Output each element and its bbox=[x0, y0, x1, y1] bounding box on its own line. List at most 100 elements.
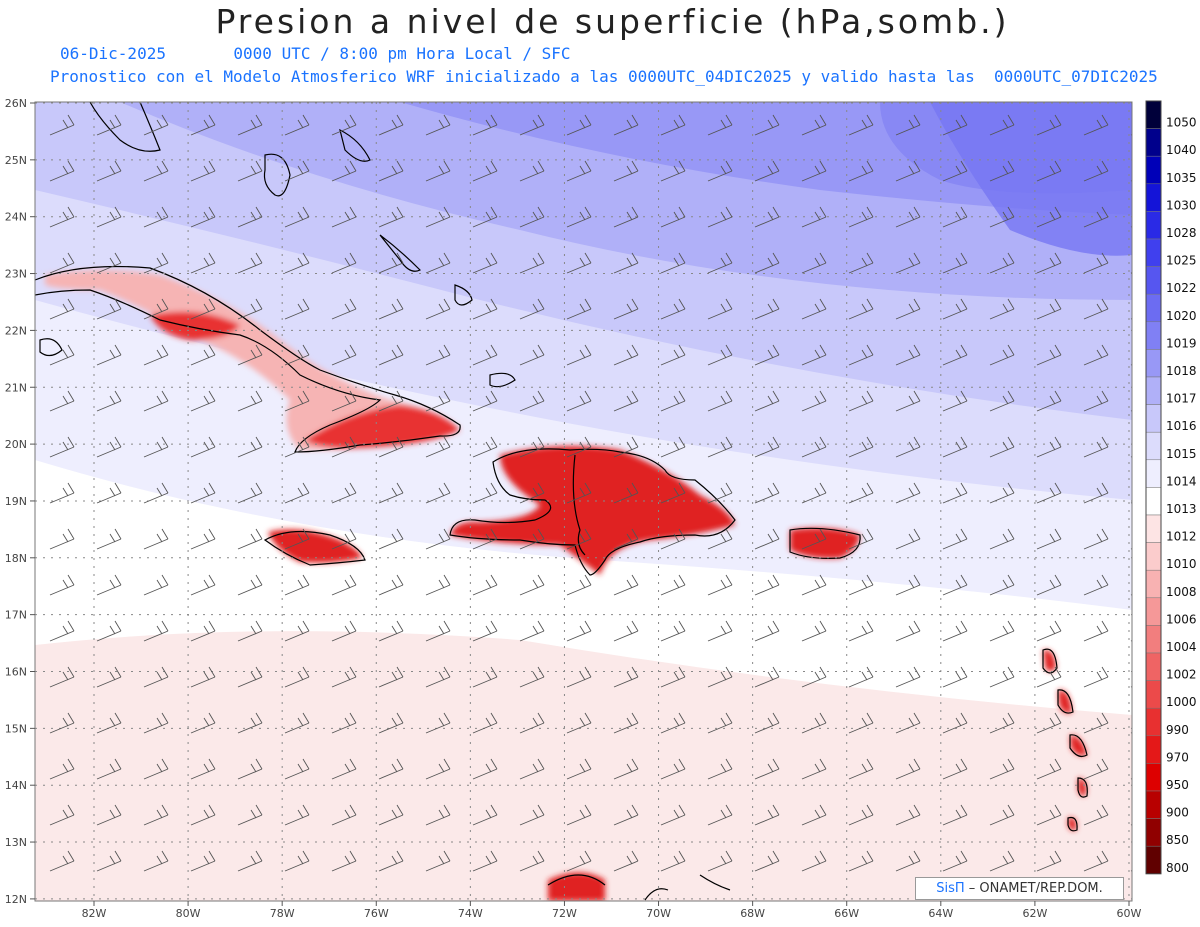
wind-barb bbox=[1036, 804, 1062, 826]
colorbar-label: 800 bbox=[1166, 861, 1189, 875]
wind-barb bbox=[613, 574, 639, 596]
wind-barb bbox=[660, 482, 686, 504]
wind-barb bbox=[143, 528, 169, 550]
wind-barb bbox=[895, 436, 921, 458]
wind-barb bbox=[190, 114, 216, 136]
wind-barb bbox=[143, 252, 169, 274]
wind-barb bbox=[613, 666, 639, 688]
wind-barb bbox=[378, 712, 404, 734]
wind-barb bbox=[1036, 758, 1062, 780]
wind-barb bbox=[613, 344, 639, 366]
wind-barb bbox=[49, 298, 75, 320]
wind-barb bbox=[472, 482, 498, 504]
wind-barb bbox=[942, 850, 968, 872]
wind-barb bbox=[96, 390, 122, 412]
y-tick-label: 20N bbox=[5, 438, 27, 451]
wind-barb bbox=[49, 712, 75, 734]
wind-barb bbox=[49, 482, 75, 504]
wind-barb bbox=[848, 344, 874, 366]
wind-barb bbox=[1083, 528, 1109, 550]
wind-barb bbox=[519, 620, 545, 642]
wind-barb bbox=[96, 666, 122, 688]
colorbar-label: 1010 bbox=[1166, 557, 1197, 571]
colorbar: 1050 1040 1035 1030 1028 1025 1022 1020 1019 1018… bbox=[1145, 100, 1197, 875]
wind-barb bbox=[96, 574, 122, 596]
wind-barb bbox=[660, 344, 686, 366]
colorbar-label: 1014 bbox=[1166, 474, 1197, 488]
wind-barb bbox=[660, 528, 686, 550]
colorbar-label: 1013 bbox=[1166, 502, 1197, 516]
wind-barb bbox=[989, 114, 1015, 136]
wind-barb bbox=[425, 206, 451, 228]
wind-barb bbox=[989, 804, 1015, 826]
wind-barb bbox=[425, 298, 451, 320]
wind-barb bbox=[472, 804, 498, 826]
wind-barb bbox=[566, 666, 592, 688]
colorbar-label: 1016 bbox=[1166, 419, 1197, 433]
wind-barb bbox=[284, 528, 310, 550]
wind-barb bbox=[1036, 436, 1062, 458]
wind-barb bbox=[472, 390, 498, 412]
colorbar-cell bbox=[1145, 514, 1162, 543]
wind-barb bbox=[1083, 298, 1109, 320]
wind-barb bbox=[143, 298, 169, 320]
wind-barb bbox=[754, 712, 780, 734]
wind-barb bbox=[848, 436, 874, 458]
wind-barb bbox=[1083, 206, 1109, 228]
wind-barb bbox=[942, 574, 968, 596]
wind-barb bbox=[49, 252, 75, 274]
colorbar-cell bbox=[1145, 845, 1162, 875]
wind-barb bbox=[566, 114, 592, 136]
colorbar-cell bbox=[1145, 542, 1162, 571]
wind-barb bbox=[707, 390, 733, 412]
wind-barb bbox=[848, 298, 874, 320]
colorbar-label: 1028 bbox=[1166, 226, 1197, 240]
y-tick-label: 15N bbox=[5, 722, 27, 735]
wind-barb bbox=[190, 436, 216, 458]
wind-barb bbox=[519, 206, 545, 228]
wind-barb bbox=[660, 160, 686, 182]
wind-barb bbox=[566, 206, 592, 228]
colorbar-cell bbox=[1145, 321, 1162, 350]
wind-barb bbox=[801, 206, 827, 228]
wind-barb bbox=[190, 620, 216, 642]
wind-barb bbox=[848, 758, 874, 780]
wind-barb bbox=[237, 436, 263, 458]
wind-barb bbox=[378, 436, 404, 458]
wind-barb bbox=[942, 436, 968, 458]
wind-barb bbox=[895, 206, 921, 228]
wind-barb bbox=[566, 252, 592, 274]
time-info: 0000 UTC / 8:00 pm Hora Local / SFC bbox=[233, 44, 571, 63]
wind-barb bbox=[49, 114, 75, 136]
wind-barb bbox=[707, 114, 733, 136]
wind-barb bbox=[284, 758, 310, 780]
wind-barb bbox=[754, 482, 780, 504]
wind-barb bbox=[1036, 850, 1062, 872]
wind-barb bbox=[519, 758, 545, 780]
wind-barb bbox=[660, 666, 686, 688]
wind-barb bbox=[96, 344, 122, 366]
wind-barb bbox=[848, 390, 874, 412]
colorbar-label: 1040 bbox=[1166, 143, 1197, 157]
wind-barb bbox=[143, 114, 169, 136]
wind-barb bbox=[378, 666, 404, 688]
wind-barb bbox=[801, 758, 827, 780]
wind-barb bbox=[848, 252, 874, 274]
wind-barb bbox=[237, 344, 263, 366]
y-tick-label: 14N bbox=[5, 779, 27, 792]
wind-barb bbox=[425, 114, 451, 136]
wind-barb bbox=[331, 574, 357, 596]
wind-barbs bbox=[49, 114, 1132, 872]
wind-barb bbox=[378, 804, 404, 826]
wind-barb bbox=[472, 758, 498, 780]
wind-barb bbox=[801, 436, 827, 458]
wind-barb bbox=[425, 712, 451, 734]
wind-barb bbox=[472, 620, 498, 642]
wind-barb bbox=[848, 574, 874, 596]
wind-barb bbox=[378, 528, 404, 550]
wind-barb bbox=[49, 804, 75, 826]
lat-lon-grid bbox=[35, 102, 1132, 901]
wind-barb bbox=[942, 390, 968, 412]
wind-barb bbox=[331, 206, 357, 228]
wind-barb bbox=[801, 344, 827, 366]
